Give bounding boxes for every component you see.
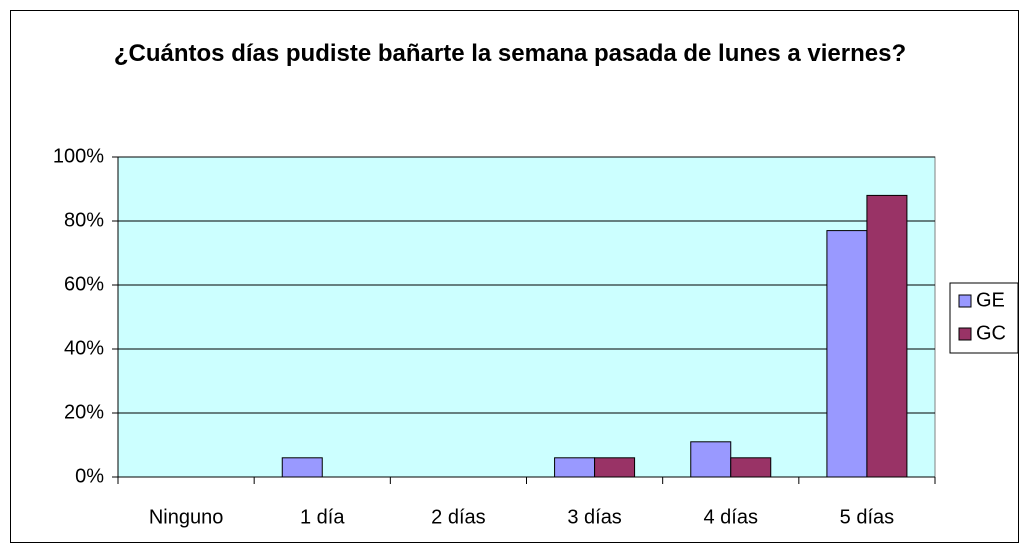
- y-tick-label: 20%: [64, 401, 104, 423]
- legend-label: GC: [976, 322, 1006, 344]
- x-tick-label: 4 días: [704, 506, 758, 528]
- bar: [554, 457, 596, 478]
- x-tick-label: Ninguno: [149, 506, 224, 528]
- x-tick-label: 2 días: [431, 506, 485, 528]
- x-tick-label: 3 días: [567, 506, 621, 528]
- legend-swatch: [958, 294, 972, 308]
- y-tick-label: 100%: [53, 145, 104, 167]
- x-tick-label: 5 días: [840, 506, 894, 528]
- y-tick-label: 60%: [64, 273, 104, 295]
- bar: [866, 194, 908, 478]
- bar: [690, 441, 732, 478]
- legend-label: GE: [976, 289, 1005, 311]
- plot-area: [117, 156, 936, 478]
- bar: [594, 457, 636, 478]
- chart-title: ¿Cuántos días pudiste bañarte la semana …: [113, 40, 907, 67]
- y-tick-label: 40%: [64, 337, 104, 359]
- bar: [730, 457, 772, 478]
- bar: [826, 230, 868, 478]
- x-tick-label: 1 día: [300, 506, 345, 528]
- legend-swatch: [958, 327, 972, 341]
- y-tick-label: 80%: [64, 209, 104, 231]
- y-tick-label: 0%: [75, 465, 104, 487]
- bar: [281, 457, 323, 478]
